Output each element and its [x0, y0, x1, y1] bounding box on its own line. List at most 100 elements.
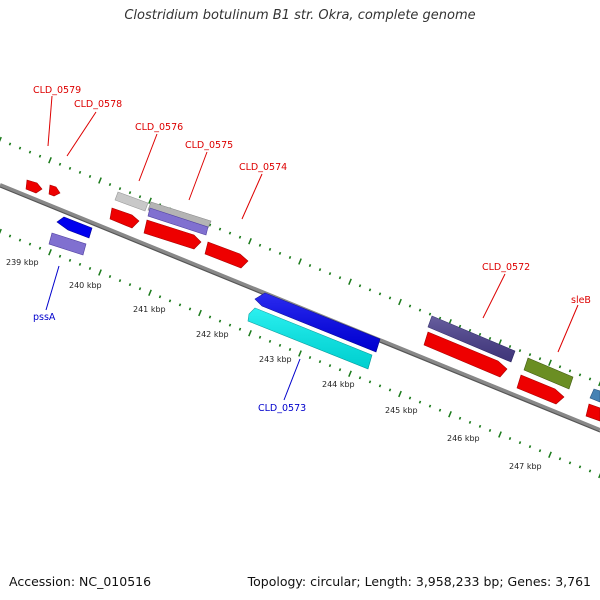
major-tick	[0, 228, 2, 234]
minor-tick	[138, 195, 142, 199]
gene-label-cld-0574[interactable]: CLD_0574	[239, 162, 287, 173]
feature-red-cds-6[interactable]	[585, 403, 600, 422]
minor-tick	[158, 295, 162, 299]
major-tick	[548, 359, 552, 366]
major-tick	[598, 473, 600, 479]
feature-red-cds-4[interactable]	[423, 331, 508, 378]
major-tick	[298, 258, 302, 265]
minor-tick	[458, 324, 462, 328]
minor-tick	[18, 238, 22, 242]
minor-tick	[168, 299, 172, 303]
minor-tick	[38, 154, 42, 158]
feature-gray-gene[interactable]	[114, 191, 149, 212]
minor-tick	[118, 279, 122, 283]
minor-tick	[388, 296, 392, 300]
minor-tick	[108, 275, 112, 279]
minor-tick	[78, 170, 82, 174]
minor-tick	[558, 457, 562, 461]
feature-red-cds-2[interactable]	[143, 219, 202, 250]
minor-tick	[418, 400, 422, 404]
minor-tick	[518, 349, 522, 353]
minor-tick	[68, 166, 72, 170]
major-tick	[148, 197, 152, 204]
major-tick	[0, 136, 2, 142]
forward-features	[25, 179, 600, 422]
minor-tick	[458, 416, 462, 420]
minor-tick	[188, 307, 192, 311]
accession-label: Accession: NC_010516	[9, 574, 152, 589]
minor-tick	[278, 251, 282, 255]
minor-tick	[368, 380, 372, 384]
minor-tick	[468, 328, 472, 332]
minor-tick	[528, 353, 532, 357]
scale-labels: 239 kbp 240 kbp 241 kbp 242 kbp 243 kbp …	[6, 258, 542, 471]
scale-label-240: 240 kbp	[69, 281, 102, 290]
minor-tick	[218, 227, 222, 231]
minor-tick	[378, 292, 382, 296]
minor-tick	[78, 262, 82, 266]
feature-blue-small[interactable]	[56, 216, 93, 239]
minor-tick	[288, 255, 292, 259]
scale-label-241: 241 kbp	[133, 305, 166, 314]
minor-tick	[258, 335, 262, 339]
minor-tick	[358, 284, 362, 288]
scale-label-239: 239 kbp	[6, 258, 39, 267]
gene-label-cld-0578[interactable]: CLD_0578	[74, 99, 122, 110]
minor-tick	[268, 339, 272, 343]
minor-tick	[128, 191, 132, 195]
minor-tick	[18, 146, 22, 150]
minor-tick	[428, 404, 432, 408]
minor-tick	[278, 343, 282, 347]
major-tick	[248, 238, 252, 245]
feature-red-cds-1[interactable]	[109, 207, 140, 229]
minor-tick	[488, 336, 492, 340]
major-tick	[598, 381, 600, 387]
minor-tick	[218, 319, 222, 323]
minor-tick	[58, 254, 62, 258]
lower-tick-track	[0, 228, 600, 479]
minor-tick	[28, 150, 32, 154]
gene-label-cld-0573[interactable]: CLD_0573	[258, 403, 306, 414]
minor-tick	[8, 234, 12, 238]
minor-tick	[228, 231, 232, 235]
minor-tick	[308, 264, 312, 268]
gene-label-cld-0576[interactable]: CLD_0576	[135, 122, 183, 133]
page-title: Clostridium botulinum B1 str. Okra, comp…	[124, 8, 476, 23]
major-tick	[198, 309, 202, 317]
minor-tick	[208, 223, 212, 227]
feature-steelblue-gene[interactable]	[589, 388, 600, 403]
major-tick	[248, 330, 252, 337]
feature-lavender-gene[interactable]	[147, 207, 209, 236]
gene-label-sleb[interactable]: sleB	[571, 295, 591, 306]
minor-tick	[588, 377, 592, 381]
genome-stats-label: Topology: circular; Length: 3,958,233 bp…	[247, 574, 591, 589]
minor-tick	[238, 235, 242, 239]
minor-tick	[118, 187, 122, 191]
minor-tick	[438, 408, 442, 412]
scale-label-247: 247 kbp	[509, 462, 542, 471]
gene-label-cld-0579[interactable]: CLD_0579	[33, 85, 81, 96]
gene-label-pssa[interactable]: pssA	[33, 312, 56, 323]
scale-label-244: 244 kbp	[322, 380, 355, 389]
feature-top-red-arrow-2[interactable]	[48, 184, 61, 197]
minor-tick	[338, 276, 342, 280]
major-tick	[98, 269, 102, 276]
minor-tick	[318, 268, 322, 272]
gene-label-cld-0575[interactable]: CLD_0575	[185, 140, 233, 151]
major-tick	[448, 411, 452, 418]
minor-tick	[578, 465, 582, 469]
minor-tick	[408, 304, 412, 308]
major-tick	[348, 370, 352, 377]
feature-red-cds-5[interactable]	[516, 374, 565, 405]
scale-label-245: 245 kbp	[385, 406, 418, 415]
major-tick	[498, 431, 502, 438]
feature-olive-gene[interactable]	[523, 357, 574, 390]
minor-tick	[308, 356, 312, 360]
minor-tick	[428, 312, 432, 316]
feature-top-red-arrow-1[interactable]	[25, 179, 43, 194]
gene-label-cld-0572[interactable]: CLD_0572	[482, 262, 530, 273]
minor-tick	[288, 347, 292, 351]
minor-tick	[478, 332, 482, 336]
feature-red-cds-3[interactable]	[204, 241, 249, 269]
feature-lavender-small[interactable]	[48, 232, 87, 256]
